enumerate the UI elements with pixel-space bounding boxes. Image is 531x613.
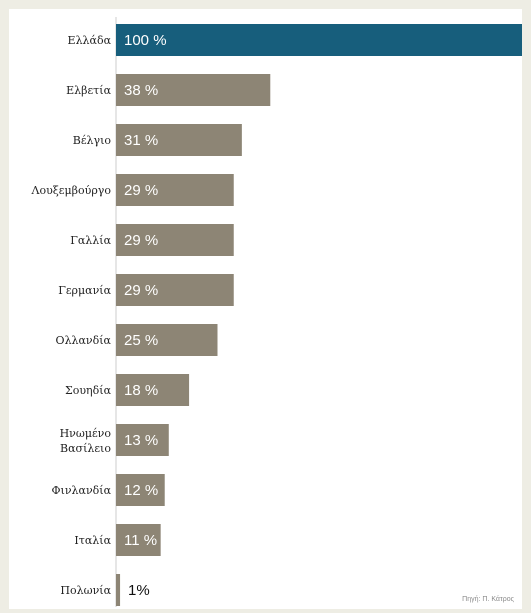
category-label: Ιταλία	[74, 534, 111, 547]
value-label: 1%	[128, 582, 150, 599]
category-label-line: Ηνωμένο	[60, 427, 112, 440]
value-label: 11 %	[124, 532, 157, 549]
value-label: 38 %	[124, 82, 158, 99]
bar	[116, 124, 242, 156]
bar	[116, 324, 218, 356]
value-label: 12 %	[124, 482, 158, 499]
category-label: Πολωνία	[60, 584, 111, 597]
category-label: Σουηδία	[65, 384, 112, 397]
chart-frame: Ελλάδα 100 % Ελβετία 38 % Βέλγιο 31 % Λουξεμβο…	[9, 9, 522, 609]
bar	[116, 574, 121, 606]
source-note: Πηγή: Π. Κάτρος	[462, 596, 514, 603]
category-label: Ελλάδα	[68, 34, 112, 47]
value-label: 18 %	[124, 382, 158, 399]
value-label: 29 %	[124, 232, 158, 249]
bar	[116, 74, 271, 106]
category-label: Βέλγιο	[73, 134, 112, 147]
bar	[116, 424, 169, 456]
bar	[116, 374, 190, 406]
value-label: 29 %	[124, 282, 158, 299]
value-label: 25 %	[124, 332, 158, 349]
bar	[116, 174, 234, 206]
value-label: 100 %	[124, 32, 167, 49]
bar	[116, 224, 234, 256]
category-label: Ηνωμένο Βασίλειο	[60, 427, 112, 455]
category-label: Γαλλία	[70, 234, 111, 247]
bar	[116, 274, 234, 306]
category-label: Φινλανδία	[52, 484, 112, 497]
bar	[116, 524, 161, 556]
bar-chart: Ελλάδα 100 % Ελβετία 38 % Βέλγιο 31 % Λουξεμβο…	[31, 17, 522, 607]
value-label: 13 %	[124, 432, 158, 449]
category-label: Γερμανία	[58, 284, 111, 297]
value-label: 29 %	[124, 182, 158, 199]
bar	[116, 474, 165, 506]
category-label-line: Βασίλειο	[60, 442, 111, 455]
category-label: Ολλανδία	[56, 334, 112, 347]
category-label: Λουξεμβούργο	[31, 184, 112, 197]
value-label: 31 %	[124, 132, 158, 149]
bar	[116, 24, 522, 56]
category-label: Ελβετία	[66, 84, 111, 97]
